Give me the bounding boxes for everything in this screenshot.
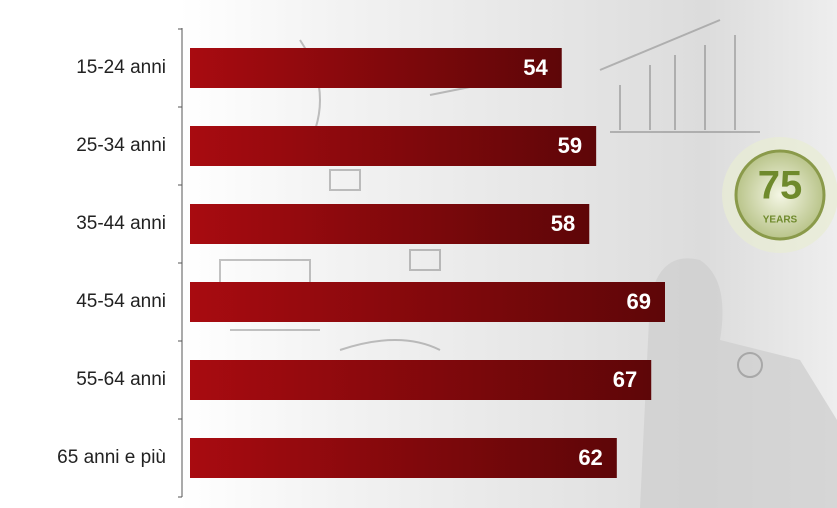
category-label: 65 anni e più (57, 447, 166, 468)
category-label: 45-54 anni (76, 291, 166, 312)
category-label: 15-24 anni (76, 57, 166, 78)
value-label: 69 (627, 289, 651, 314)
bar (190, 282, 665, 322)
badge-text: YEARS (763, 215, 798, 226)
value-label: 59 (558, 133, 582, 158)
badge: 75 YEARS (722, 137, 837, 253)
category-label: 55-64 anni (76, 369, 166, 390)
value-label: 58 (551, 211, 575, 236)
badge-number: 75 (758, 164, 803, 208)
value-label: 62 (578, 445, 602, 470)
value-label: 67 (613, 367, 637, 392)
value-label: 54 (523, 55, 548, 80)
sketches (219, 19, 837, 508)
bar (190, 438, 617, 478)
bar (190, 204, 590, 244)
bar (190, 48, 562, 88)
category-label: 25-34 anni (76, 135, 166, 156)
bar (190, 126, 597, 166)
category-label: 35-44 anni (76, 213, 166, 234)
bar (190, 360, 652, 400)
